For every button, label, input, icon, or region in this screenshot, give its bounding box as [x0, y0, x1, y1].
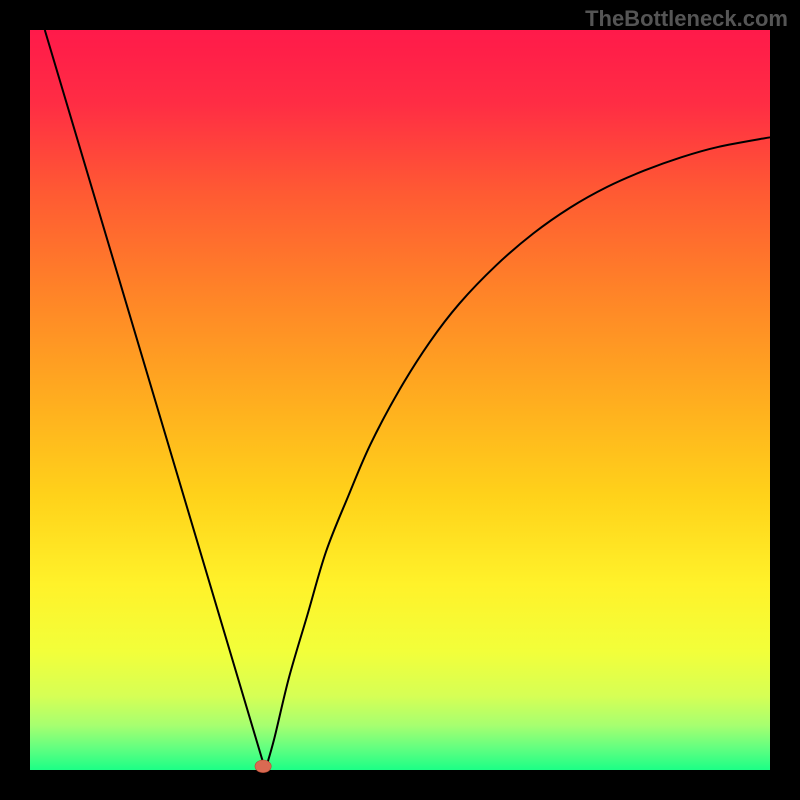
watermark-text: TheBottleneck.com — [585, 6, 788, 32]
plot-background — [30, 30, 770, 770]
chart-svg — [0, 0, 800, 800]
optimum-marker — [255, 760, 271, 773]
bottleneck-chart: TheBottleneck.com — [0, 0, 800, 800]
